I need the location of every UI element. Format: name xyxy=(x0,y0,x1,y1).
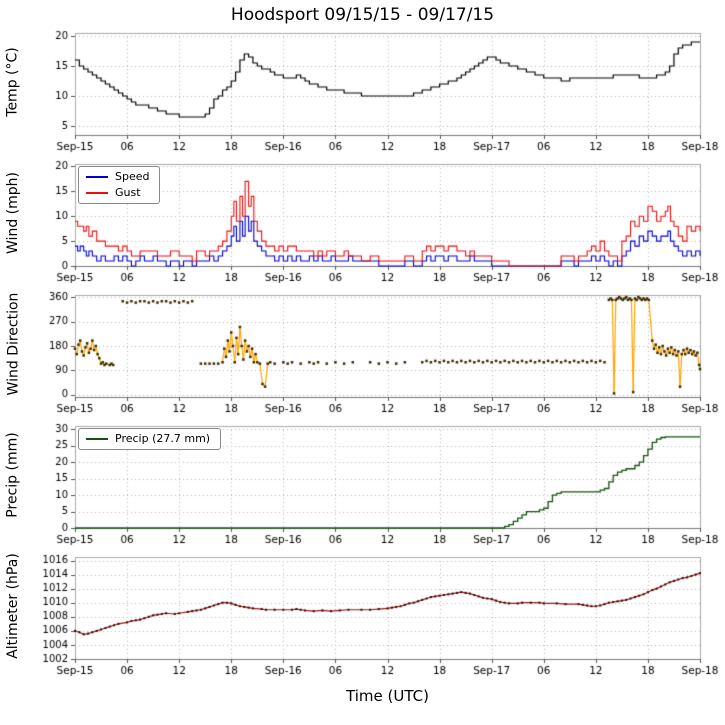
temp-chart-canvas xyxy=(0,28,725,159)
x-axis-label: Time (UTC) xyxy=(346,687,429,705)
figure-title: Hoodsport 09/15/15 - 09/17/15 xyxy=(230,5,495,25)
precip-legend-swatch xyxy=(86,437,108,440)
altimeter-subplot: Altimeter (hPa) xyxy=(0,552,725,683)
gust-legend-label: Gust xyxy=(115,186,141,199)
legend-row-gust: Gust xyxy=(86,186,149,199)
precip-legend-label: Precip (27.7 mm) xyxy=(115,432,211,445)
wind-direction-subplot: Wind Direction xyxy=(0,290,725,421)
temp-subplot: Temp (°C) xyxy=(0,28,725,159)
speed-legend-swatch xyxy=(86,175,108,178)
wind-legend: Speed Gust xyxy=(78,166,161,204)
altimeter-chart-canvas xyxy=(0,552,725,683)
speed-legend-label: Speed xyxy=(115,170,150,183)
wind-subplot: Wind (mph) Speed Gust xyxy=(0,159,725,290)
legend-row-precip: Precip (27.7 mm) xyxy=(86,432,210,445)
precip-subplot: Precip (mm) Precip (27.7 mm) xyxy=(0,421,725,552)
legend-row-speed: Speed xyxy=(86,170,149,183)
precip-legend: Precip (27.7 mm) xyxy=(78,428,222,450)
wind-direction-chart-canvas xyxy=(0,290,725,421)
gust-legend-swatch xyxy=(86,191,108,194)
